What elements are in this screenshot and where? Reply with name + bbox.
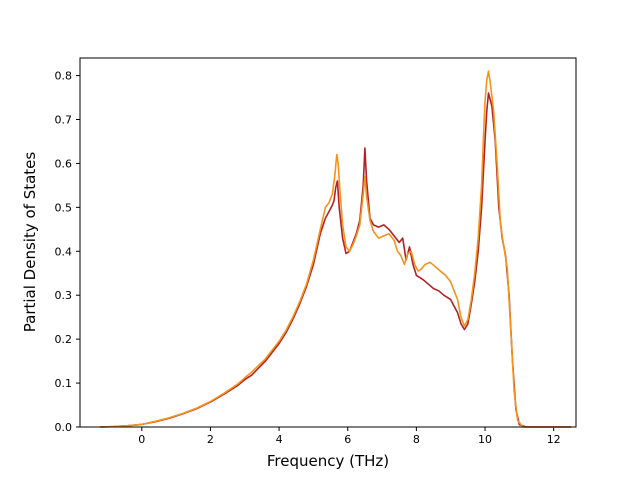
y-tick-label: 0.6 (55, 157, 73, 170)
x-tick-label: 8 (413, 433, 420, 446)
y-axis-label: Partial Density of States (21, 151, 39, 333)
y-tick-label: 0.2 (55, 333, 73, 346)
series-line-orange (99, 70, 572, 428)
x-axis-label: Frequency (THz) (266, 452, 390, 470)
y-tick-label: 0.0 (55, 421, 73, 434)
x-tick-label: 4 (276, 433, 283, 446)
x-tick-label: 12 (547, 433, 561, 446)
y-tick-label: 0.3 (55, 289, 73, 302)
y-tick-label: 0.7 (55, 114, 73, 127)
y-tick-label: 0.8 (55, 70, 73, 83)
x-tick-label: 10 (478, 433, 492, 446)
x-tick-label: 2 (207, 433, 214, 446)
y-tick-label: 0.5 (55, 201, 73, 214)
x-tick-label: 6 (344, 433, 351, 446)
axes-spines (79, 57, 577, 428)
x-tick-label: 0 (138, 433, 145, 446)
y-tick-label: 0.4 (55, 245, 73, 258)
y-tick-label: 0.1 (55, 377, 73, 390)
series-line-red (99, 92, 572, 428)
